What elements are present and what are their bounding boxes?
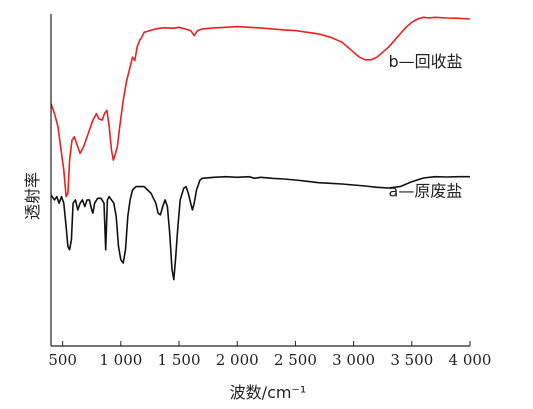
x-tick-label: 3 500: [390, 351, 433, 369]
x-tick-label: 1 500: [158, 351, 201, 369]
series-line-b: [50, 16, 471, 198]
x-tick-label: 2 500: [274, 351, 317, 369]
series-label-b: b—回收盐: [389, 52, 463, 71]
series-labels: b—回收盐 a—原废盐: [389, 52, 463, 200]
x-tick-label: 2 000: [216, 351, 259, 369]
x-tick-label: 500: [48, 351, 77, 369]
x-ticks: 500 1 000 1 500 2 000 2 500 3 000 3 500 4 000: [48, 341, 491, 369]
x-tick-label: 3 000: [332, 351, 375, 369]
x-tick-label: 4 000: [449, 351, 492, 369]
y-axis-label: 透射率: [23, 172, 42, 220]
series-label-a: a—原废盐: [389, 182, 463, 201]
plot-area: [50, 16, 471, 281]
series-line-a: [50, 175, 470, 281]
x-axis-label: 波数/cm⁻¹: [230, 383, 307, 402]
x-tick-label: 1 000: [99, 351, 142, 369]
